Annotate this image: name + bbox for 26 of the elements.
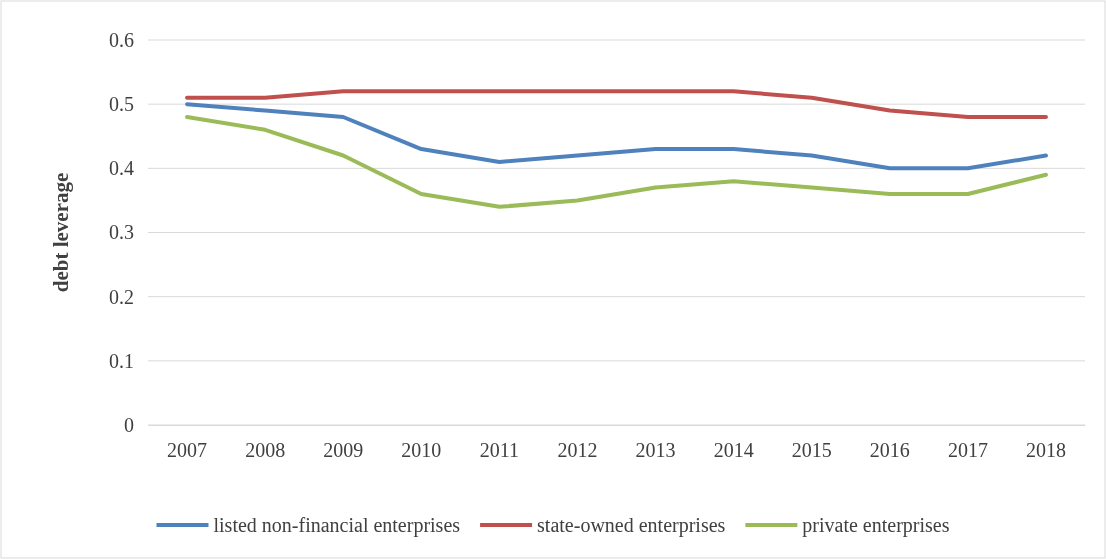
x-tick-label: 2012 xyxy=(557,439,598,462)
y-tick-label: 0.5 xyxy=(109,93,134,116)
line-series xyxy=(185,89,1048,119)
line-series xyxy=(185,102,1048,171)
y-tick-label: 0 xyxy=(124,413,134,436)
y-tick-label: 0.1 xyxy=(109,349,134,372)
y-axis-title: debt leverage xyxy=(49,172,73,293)
x-tick-label: 2009 xyxy=(323,439,364,462)
x-tick-label: 2013 xyxy=(635,439,676,462)
y-tick-label: 0.4 xyxy=(109,157,134,180)
x-tick-label: 2010 xyxy=(401,439,442,462)
legend-label: listed non-financial enterprises xyxy=(213,514,461,537)
y-tick-label: 0.6 xyxy=(109,28,134,51)
x-tick-label: 2008 xyxy=(245,439,286,462)
y-tick-label: 0.2 xyxy=(109,285,134,308)
y-tick-label: 0.3 xyxy=(109,221,134,244)
x-tick-label: 2017 xyxy=(947,439,988,462)
line-series xyxy=(185,115,1048,209)
x-tick-label: 2018 xyxy=(1025,439,1066,462)
x-tick-label: 2016 xyxy=(869,439,910,462)
x-tick-label: 2014 xyxy=(713,439,754,462)
x-tick-label: 2011 xyxy=(479,439,520,462)
legend-label: private enterprises xyxy=(802,514,950,537)
x-tick-label: 2015 xyxy=(791,439,832,462)
legend-label: state-owned enterprises xyxy=(537,514,726,537)
x-tick-label: 2007 xyxy=(167,439,208,462)
